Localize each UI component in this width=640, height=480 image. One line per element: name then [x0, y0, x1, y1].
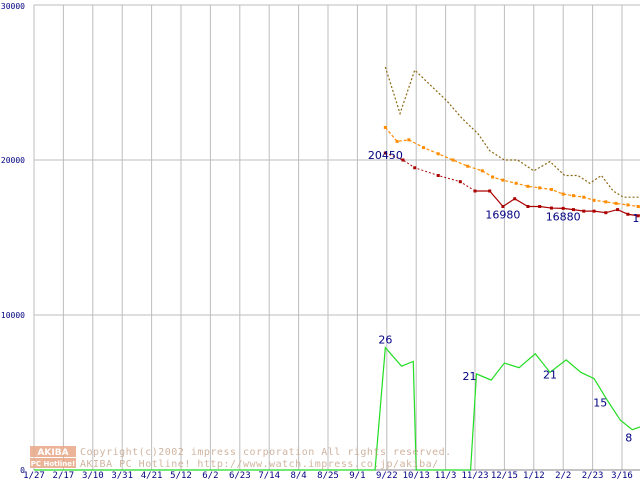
series-point: [614, 201, 618, 205]
series-line: [475, 190, 640, 217]
data-label: 21: [462, 370, 476, 383]
x-tick-label: 6/23: [229, 471, 251, 480]
x-tick-label: 1/27: [23, 471, 45, 480]
x-tick-label: 10/13: [403, 471, 430, 480]
data-label: 20450: [368, 149, 403, 162]
x-tick-label: 11/3: [435, 471, 457, 480]
x-tick-label: 3/10: [82, 471, 104, 480]
data-label: 8: [625, 432, 632, 445]
chart-data-labels: 204501698016880167801530026212115812: [368, 149, 640, 445]
data-label: 26: [378, 334, 392, 347]
series-point: [422, 146, 426, 150]
series-point: [582, 209, 586, 213]
x-axis-tick-labels: 1/27 2/17 3/10 3/31 4/21 5/12 6/2 6/23 7/14 8/4 8/…: [23, 471, 633, 480]
x-tick-label: 11/23: [461, 471, 488, 480]
series-point: [582, 195, 586, 199]
series-point: [626, 203, 630, 207]
series-point: [604, 211, 608, 215]
x-tick-label: 3/16: [611, 471, 633, 480]
series-point: [436, 152, 440, 156]
x-tick-label: 5/12: [170, 471, 192, 480]
series-point: [383, 125, 387, 129]
x-tick-label: 9/22: [376, 471, 398, 480]
series-point: [407, 138, 411, 142]
series-point: [466, 164, 470, 168]
series-point: [571, 208, 575, 212]
data-label: 21: [543, 368, 557, 381]
series-point: [488, 189, 492, 193]
x-tick-label: 6/2: [202, 471, 218, 480]
series-point: [616, 208, 620, 212]
series-line: [385, 152, 476, 192]
x-tick-label: 2/17: [53, 471, 75, 480]
y-tick-label: 0: [20, 466, 25, 475]
x-tick-label: 7/14: [258, 471, 280, 480]
series-point: [571, 194, 575, 198]
chart-grid: [33, 4, 640, 471]
series-point: [501, 178, 505, 182]
series-point: [549, 206, 553, 210]
series-point: [538, 205, 542, 208]
copyright-watermark: AKIBA PC Hotline! Copyright(c)2002 impre…: [30, 446, 452, 470]
series-point: [592, 209, 596, 213]
series-point: [436, 174, 440, 177]
data-label: 16880: [546, 210, 581, 223]
series-point: [491, 175, 495, 179]
series-point: [514, 181, 518, 185]
series-point: [538, 186, 542, 190]
series-point: [458, 180, 462, 184]
series-point: [526, 205, 530, 208]
series-point: [451, 158, 455, 162]
series-line: [384, 66, 640, 198]
series-point: [395, 139, 399, 143]
series-point: [561, 206, 565, 210]
series-point: [383, 151, 387, 155]
series-point: [501, 205, 505, 208]
series-point: [513, 197, 517, 201]
data-label: 16980: [485, 209, 520, 222]
x-tick-label: 2/23: [582, 471, 604, 480]
x-tick-label: 12/15: [491, 471, 518, 480]
series-point: [636, 205, 640, 208]
series-line: [34, 346, 640, 471]
x-tick-label: 8/25: [317, 471, 339, 480]
series-point: [604, 200, 608, 204]
series-point: [526, 184, 530, 188]
x-tick-label: 4/21: [141, 471, 163, 480]
series-point: [480, 169, 484, 173]
logo-bottom-text: PC Hotline!: [31, 460, 75, 468]
x-tick-label: 8/4: [290, 471, 306, 480]
y-axis-tick-labels: 0 10000 20000 30000: [1, 2, 25, 475]
series-point: [626, 212, 630, 216]
akiba-logo: AKIBA PC Hotline!: [30, 446, 76, 468]
y-tick-label: 10000: [1, 311, 25, 320]
watermark-copyright-line: Copyright(c)2002 impress corporation All…: [80, 447, 452, 458]
watermark-url-line: AKIBA PC Hotline! http://www.watch.impre…: [80, 459, 439, 470]
series-point: [401, 158, 405, 162]
series-point: [413, 166, 417, 170]
series-point: [592, 198, 596, 202]
series-point: [636, 214, 640, 218]
x-tick-label: 2/2: [555, 471, 571, 480]
series-point: [549, 187, 553, 191]
data-label: 16780: [632, 212, 640, 225]
series-point: [473, 189, 477, 193]
chart-series: [34, 66, 640, 471]
y-tick-label: 20000: [1, 156, 25, 165]
x-tick-label: 9/1: [349, 471, 365, 480]
y-tick-label: 30000: [1, 2, 25, 11]
series-point: [561, 192, 565, 196]
x-tick-label: 1/12: [523, 471, 545, 480]
data-label: 15: [593, 396, 607, 409]
x-tick-label: 3/31: [111, 471, 133, 480]
logo-top-text: AKIBA: [37, 448, 68, 458]
